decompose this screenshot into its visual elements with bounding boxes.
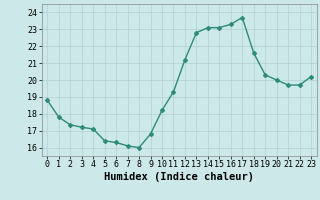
X-axis label: Humidex (Indice chaleur): Humidex (Indice chaleur) [104,172,254,182]
